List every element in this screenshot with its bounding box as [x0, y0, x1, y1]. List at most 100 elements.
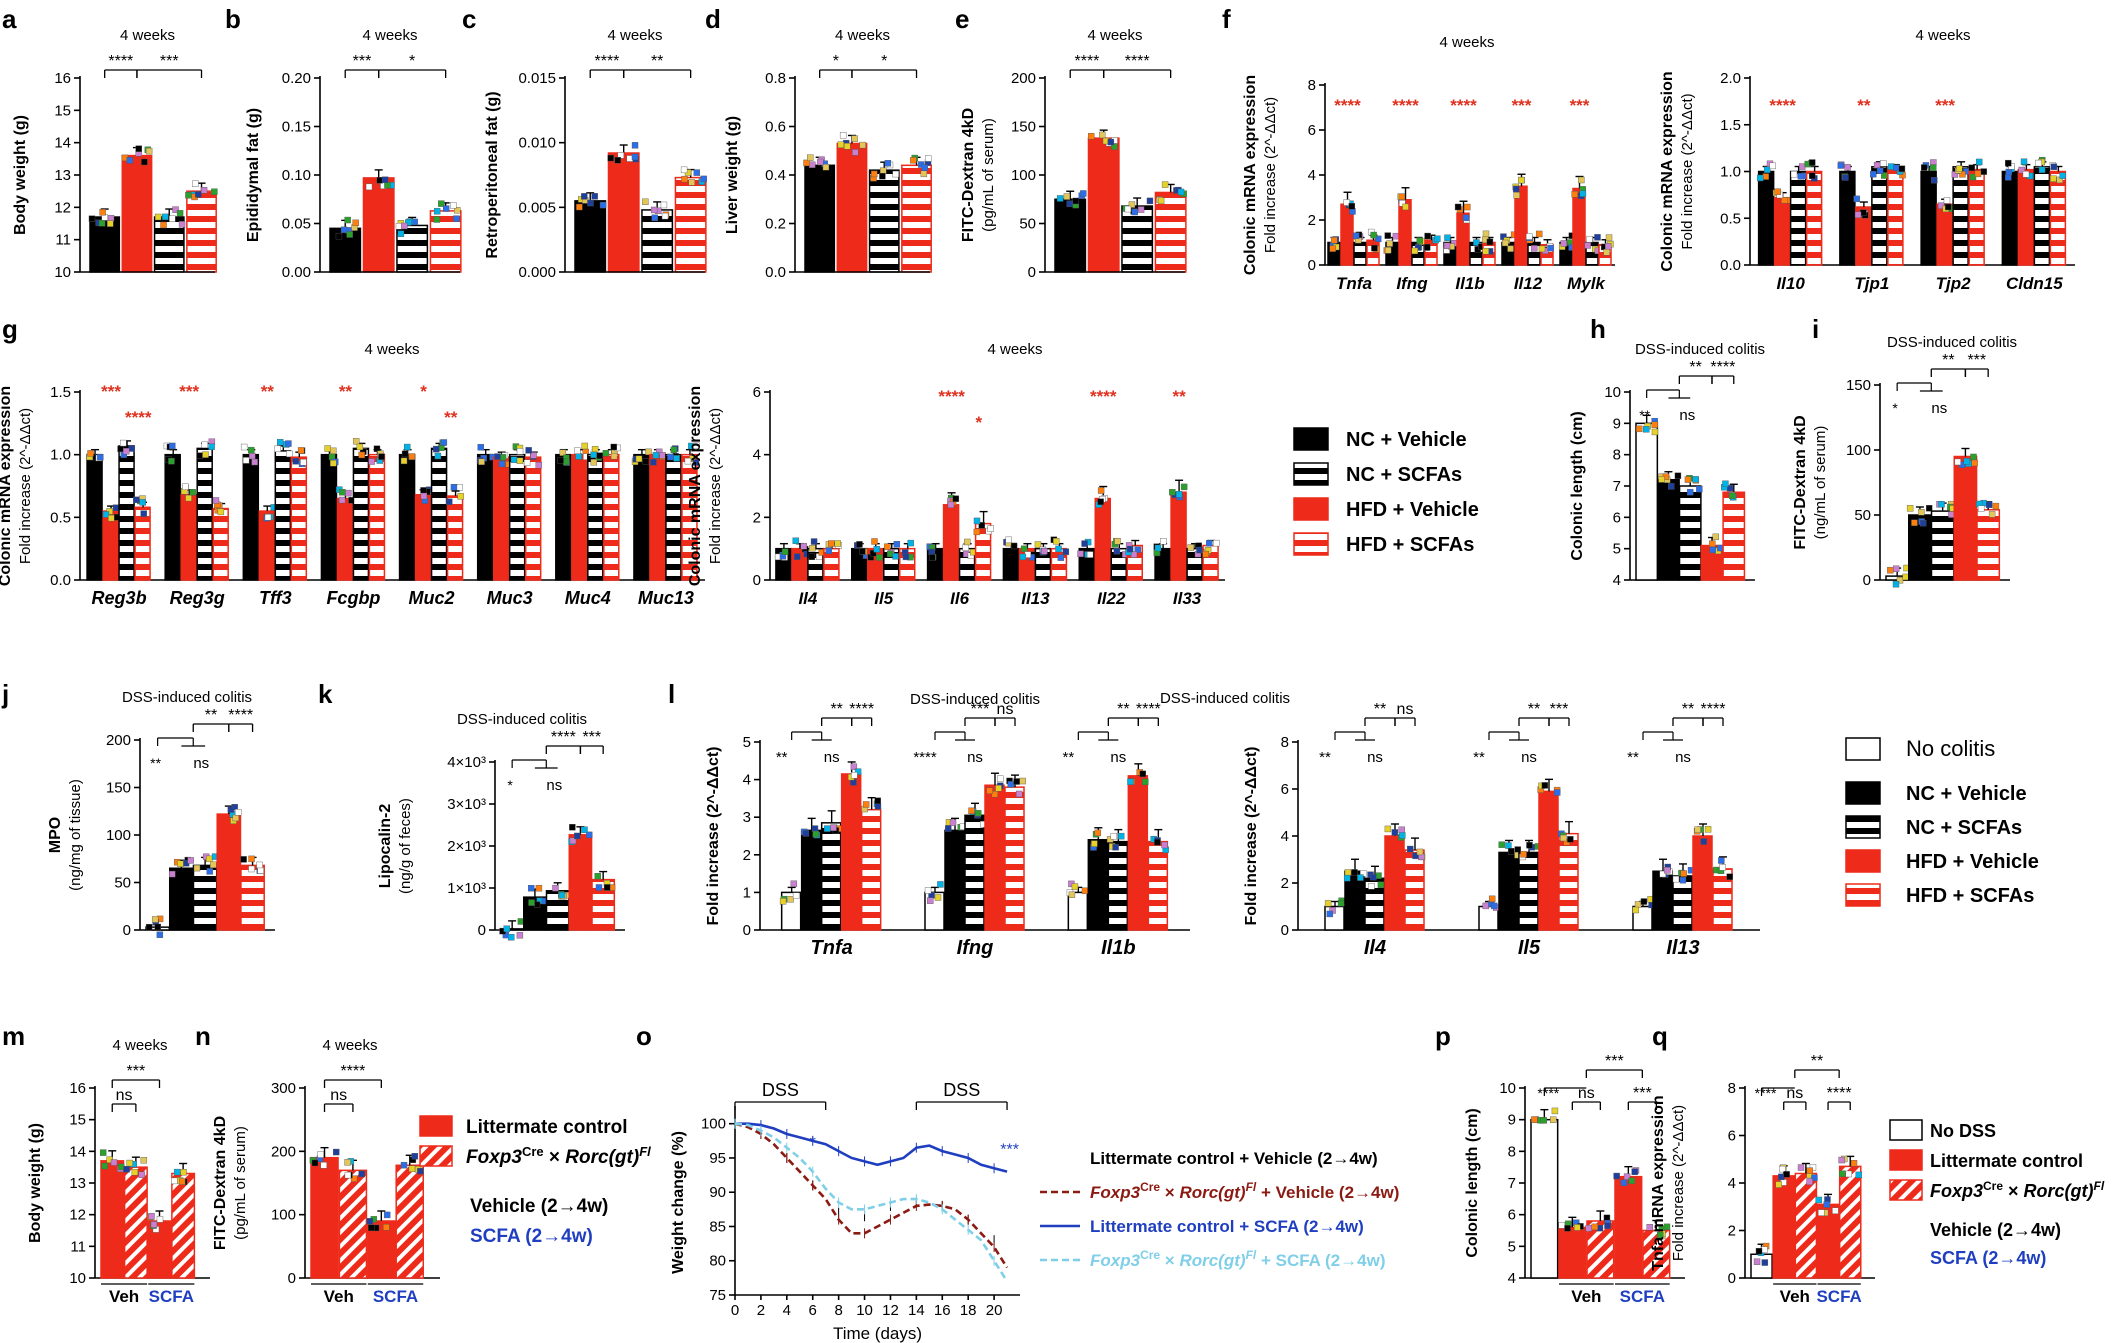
bar-il13: [1692, 835, 1713, 931]
bar-fcgbp: [336, 497, 354, 581]
legend-label-part: Foxp3: [1930, 1181, 1983, 1201]
y-axis-label: Colonic length (cm): [1464, 1108, 1481, 1257]
x-category-label: Il13: [1021, 589, 1050, 608]
bar-nc---vehicle: [804, 164, 836, 273]
y-axis-label: Lipocalin-2: [377, 804, 394, 889]
data-point: [670, 446, 678, 454]
data-point: [1876, 167, 1884, 174]
data-point: [650, 459, 657, 466]
data-point: [1853, 195, 1860, 203]
data-point: [1482, 247, 1489, 255]
data-point: [1722, 480, 1729, 488]
y-tick-label: 10: [54, 264, 71, 281]
data-point: [1954, 458, 1961, 466]
y-tick-label: 15: [69, 1112, 86, 1129]
data-point: [1081, 887, 1089, 894]
y-axis-label: Colonic length (cm): [1569, 411, 1586, 560]
legend-colitis: No colitis NC + Vehicle NC + SCFAs HFD + Ve…: [1845, 736, 2039, 907]
data-point: [1384, 825, 1392, 833]
data-point: [1368, 883, 1375, 890]
bar-tjp1: [1887, 168, 1904, 266]
data-point: [1925, 505, 1933, 512]
chart-d: 0.0 0.2 0.4 0.6 0.8 Liver weight (g) 4 weeks * *: [724, 27, 932, 281]
data-point: [892, 170, 899, 178]
data-point: [140, 510, 147, 517]
y-tick-label: 0.5: [1720, 210, 1741, 227]
sig-label: **: [1062, 749, 1074, 766]
y-axis-label: Retroperitoneal fat (g): [484, 91, 501, 258]
y-axis-label-2: Fold increase (2^-ΔΔct): [707, 408, 724, 564]
data-point: [779, 898, 787, 905]
data-point: [1893, 164, 1900, 171]
y-tick-label: 0.015: [518, 70, 556, 87]
data-point: [1063, 193, 1071, 200]
data-point: [870, 170, 878, 178]
data-point: [1945, 203, 1952, 211]
y-tick-label: 1×10³: [447, 880, 486, 897]
data-point: [140, 1157, 148, 1164]
x-category-label: Il10: [1776, 274, 1805, 293]
data-point: [2022, 171, 2030, 178]
data-point: [874, 802, 882, 810]
x-tick-label: 6: [809, 1302, 817, 1319]
legend-label-part: Rorc(gt): [565, 1147, 639, 1168]
data-point: [192, 180, 199, 187]
data-point: [884, 160, 892, 167]
panel-letter-c: c: [462, 4, 476, 34]
data-point: [1128, 201, 1136, 208]
y-tick-label: 200: [271, 1143, 296, 1160]
data-point: [1603, 249, 1610, 256]
data-point: [1963, 458, 1970, 465]
data-point: [1636, 425, 1643, 433]
panel-letter-k: k: [318, 679, 333, 709]
data-point: [787, 896, 794, 903]
chart-title: 4 weeks: [1439, 34, 1494, 51]
data-point: [135, 145, 143, 152]
x-tick-label: 0: [731, 1302, 739, 1319]
bar-il33: [1170, 491, 1187, 581]
data-point: [1634, 901, 1642, 908]
y-tick-label: 0: [1281, 922, 1289, 939]
data-point: [1412, 852, 1419, 860]
data-point: [852, 149, 859, 156]
y-tick-label: 2×10³: [447, 838, 486, 855]
y-tick-label: 6: [1508, 1207, 1516, 1224]
data-point: [879, 172, 886, 180]
data-point: [574, 447, 581, 454]
sig-label: ns: [1578, 1085, 1595, 1102]
series-line: [735, 1122, 1008, 1173]
legend-label-sup: Cre: [1140, 1180, 1160, 1194]
data-point: [1574, 1224, 1581, 1231]
data-point: [1815, 1196, 1822, 1204]
bar-cldn15: [2049, 170, 2067, 266]
sig-label: ****: [1701, 701, 1726, 718]
data-point: [1005, 536, 1012, 544]
data-point: [1880, 160, 1887, 167]
bar-tnfa: [1353, 241, 1367, 266]
data-point: [1988, 511, 1996, 518]
data-point: [339, 489, 346, 496]
data-point: [202, 451, 209, 458]
chart-title: 4 weeks: [607, 27, 662, 44]
sig-label: **: [1473, 749, 1485, 766]
data-point: [433, 216, 441, 223]
y-tick-label: 0.0: [50, 572, 71, 589]
panel-letter-a: a: [2, 4, 17, 34]
data-point: [98, 220, 106, 227]
sig-label: ns: [546, 777, 562, 794]
bar-hfd---vehicle: [836, 142, 868, 273]
data-point: [1514, 846, 1521, 853]
y-axis-label-2: Fold increase (2^-ΔΔct): [1262, 97, 1279, 253]
bar-reg3g: [196, 447, 213, 581]
y-tick-label: 5: [1508, 1238, 1516, 1255]
y-tick-label: 0.20: [282, 70, 311, 87]
data-point: [856, 541, 863, 548]
bar-muc13: [633, 453, 650, 581]
data-point: [510, 456, 518, 463]
y-tick-label: 8: [1308, 77, 1316, 94]
y-tick-label: 2: [1308, 212, 1316, 229]
data-point: [1605, 243, 1612, 250]
data-point: [968, 807, 975, 815]
data-point: [1175, 491, 1183, 498]
